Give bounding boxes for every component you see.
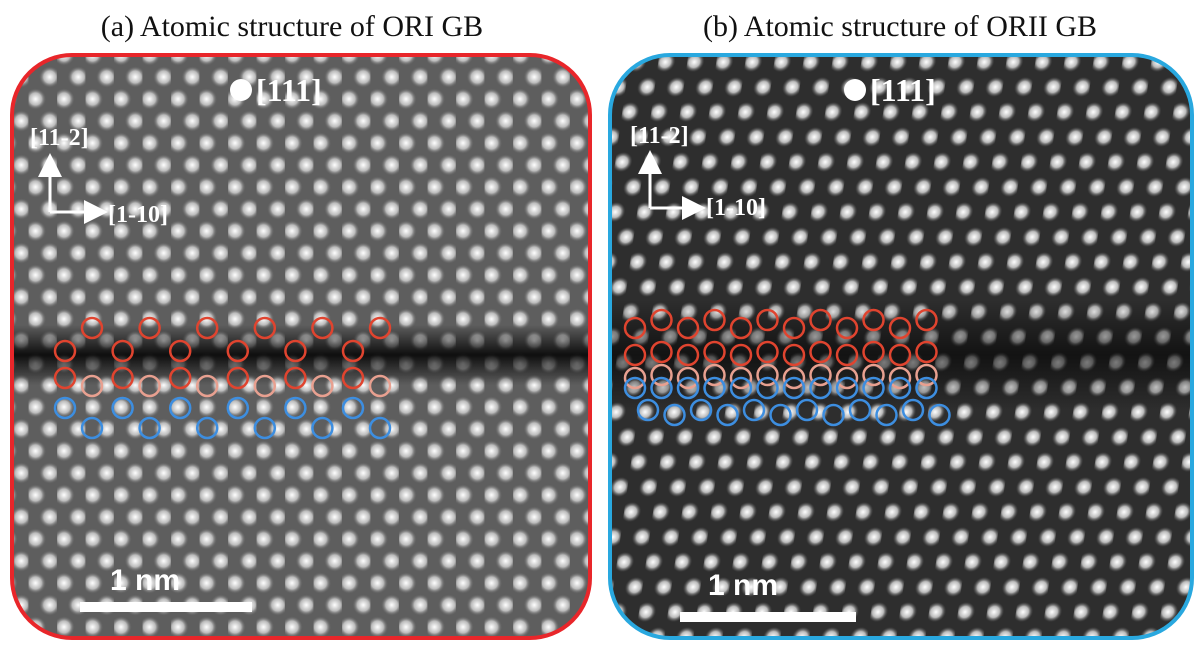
direction-label: [1-10] (108, 202, 168, 228)
micrograph (610, 55, 1192, 638)
page: (a) Atomic structure of ORI GB (b) Atomi… (0, 0, 1195, 646)
panel-title: (b) Atomic structure of ORII GB (703, 10, 1097, 43)
micrograph (12, 55, 590, 638)
zone-dot (230, 79, 252, 101)
direction-label: [11-2] (30, 125, 89, 151)
zone-axis: [111] (870, 72, 936, 108)
panel-title: (a) Atomic structure of ORI GB (101, 10, 483, 43)
scale-label: 1 nm (708, 569, 778, 602)
scale-bar (680, 612, 856, 622)
zone-dot (844, 79, 866, 101)
scale-bar (80, 602, 252, 612)
zone-axis: [111] (256, 72, 322, 108)
figure: (a) Atomic structure of ORI GB (b) Atomi… (0, 0, 1195, 646)
scale-label: 1 nm (110, 564, 180, 597)
direction-label: [11-2] (630, 123, 689, 149)
direction-label: [1-10] (706, 195, 766, 221)
